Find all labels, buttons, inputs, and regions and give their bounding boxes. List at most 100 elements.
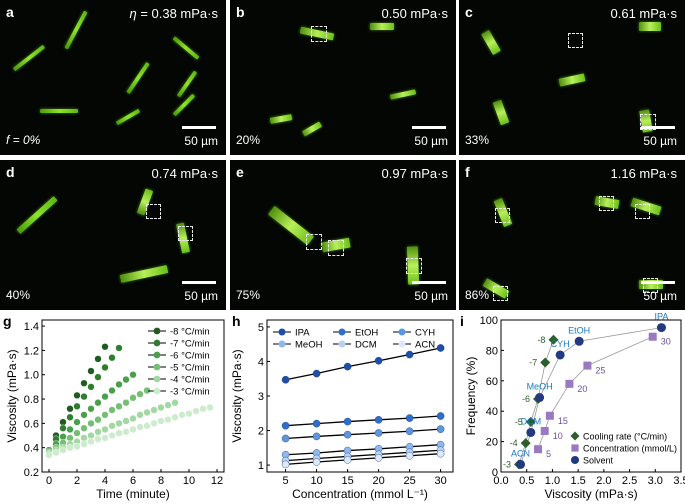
y-tick-label: 1.4 [24, 321, 39, 333]
data-point [574, 336, 584, 346]
data-point [312, 369, 321, 378]
point-label: ACN [511, 448, 530, 458]
viscosity-label: 1.16 mPa·s [610, 166, 677, 181]
data-point [129, 425, 137, 434]
data-point [66, 405, 74, 413]
data-point [656, 323, 666, 333]
data-point [80, 379, 88, 387]
data-point [570, 431, 580, 441]
x-axis-label: Viscosity (mPa·s) [544, 487, 637, 501]
y-tick-label: 1 [258, 460, 264, 472]
data-point [565, 379, 574, 388]
legend-label: -6 °C/min [170, 351, 210, 362]
point-label: MeOH [527, 382, 553, 392]
x-tick-label: 1.0 [545, 475, 560, 487]
data-point [94, 355, 102, 363]
viscosity-label: 0.61 mPa·s [610, 6, 677, 21]
point-label: -6 [522, 394, 530, 404]
viscosity-label: η = 0.38 mPa·s [129, 6, 218, 21]
panel-label: e [236, 164, 244, 180]
panel-label: a [6, 4, 14, 20]
scale-bar [641, 281, 675, 284]
data-point [101, 393, 109, 401]
legend-label: CYH [415, 328, 435, 339]
legend-marker [153, 375, 161, 383]
data-point [312, 419, 321, 428]
micrograph-d: d 0.74 mPa·s 40% 50 µm [0, 160, 226, 310]
scale-bar [412, 281, 446, 284]
data-point [45, 451, 53, 459]
data-point [583, 361, 592, 370]
panel-label: b [236, 4, 245, 20]
x-tick-label: 10 [183, 475, 195, 487]
data-point [548, 334, 559, 345]
data-point [534, 445, 543, 454]
data-point [94, 435, 102, 443]
data-point [59, 433, 67, 441]
data-point [101, 425, 109, 434]
highlight-box [640, 114, 656, 130]
highlight-box [643, 278, 658, 293]
data-point [101, 411, 109, 419]
x-tick-label: 0.0 [493, 475, 508, 487]
viscosity-label: 0.50 mPa·s [381, 6, 448, 21]
rod [115, 108, 141, 126]
fraction-label: f = 0% [6, 133, 41, 147]
data-point [115, 419, 123, 427]
data-point [157, 403, 165, 412]
series-trend-line [520, 327, 662, 465]
data-point [122, 399, 130, 407]
data-point [108, 386, 116, 395]
data-point [73, 391, 81, 399]
rod [269, 114, 293, 124]
data-point [73, 442, 81, 451]
legend-label: IPA [295, 328, 310, 339]
data-point [59, 424, 67, 432]
highlight-box [406, 258, 422, 274]
data-point [343, 417, 352, 426]
x-tick-label: 10 [310, 475, 322, 487]
data-point [129, 394, 137, 402]
highlight-box [328, 240, 344, 256]
data-point [122, 417, 130, 425]
data-point [87, 367, 95, 375]
legend-label: -4 °C/min [170, 375, 210, 386]
legend-label: -8 °C/min [170, 327, 210, 338]
data-point [115, 344, 123, 352]
x-tick-label: 1.5 [570, 475, 585, 487]
data-point [66, 434, 74, 442]
micrograph-c: c 0.61 mPa·s 33% 50 µm [459, 0, 685, 155]
highlight-box [146, 204, 161, 219]
x-tick-label: 3.5 [673, 475, 685, 487]
legend-label: EtOH [355, 328, 378, 339]
data-point [405, 414, 414, 422]
point-label: EtOH [568, 325, 590, 335]
data-point [374, 356, 383, 365]
data-point [136, 411, 144, 419]
highlight-box [311, 26, 327, 42]
data-point [129, 414, 137, 423]
series-line [285, 428, 441, 440]
data-point [648, 332, 657, 341]
data-point [312, 458, 321, 466]
data-point [80, 411, 88, 419]
data-point [405, 427, 414, 436]
data-point [150, 419, 158, 427]
data-point [73, 402, 81, 410]
legend-label: ACN [415, 340, 435, 351]
panel-label: i [460, 313, 464, 329]
panel-label: d [6, 164, 15, 180]
data-point [101, 363, 109, 372]
data-point [571, 444, 579, 452]
legend-marker [338, 340, 346, 348]
series-line [285, 415, 441, 427]
scale-label: 50 µm [184, 289, 218, 303]
point-label: DCM [521, 416, 542, 426]
scale-label: 50 µm [414, 134, 448, 148]
data-point [343, 456, 352, 464]
rod [119, 265, 169, 283]
data-point [171, 399, 179, 407]
y-tick-label: 80 [486, 345, 498, 357]
data-point [436, 425, 445, 433]
